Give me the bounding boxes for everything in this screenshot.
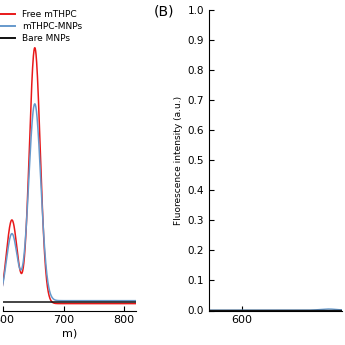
Legend: Free mTHPC, mTHPC-MNPs, Bare MNPs: Free mTHPC, mTHPC-MNPs, Bare MNPs xyxy=(0,9,83,44)
Text: (B): (B) xyxy=(153,4,174,18)
Y-axis label: Fluorescence intensity (a.u.): Fluorescence intensity (a.u.) xyxy=(175,96,184,225)
X-axis label: m): m) xyxy=(62,328,77,338)
